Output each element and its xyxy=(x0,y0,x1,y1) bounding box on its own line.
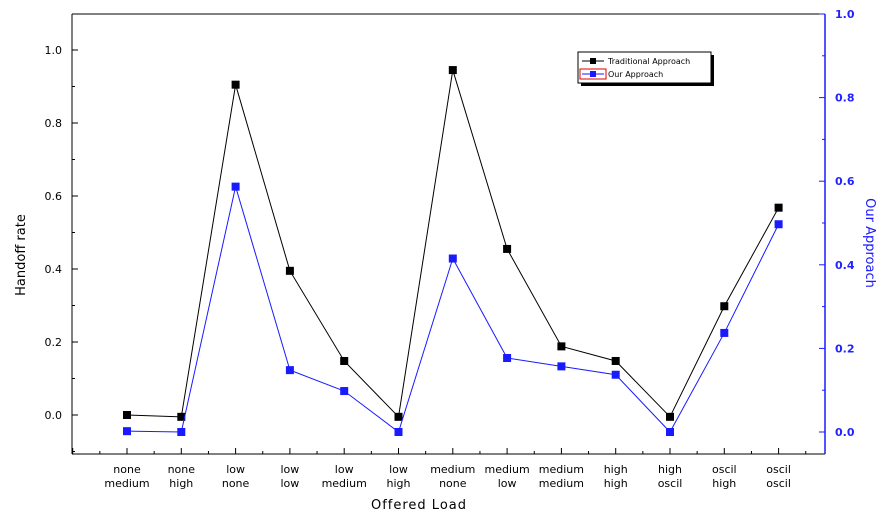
x-tick-label-line2: low xyxy=(498,477,517,490)
x-tick-label-line2: high xyxy=(604,477,628,490)
x-tick-label-line2: high xyxy=(387,477,411,490)
x-tick-label-line2: medium xyxy=(104,477,149,490)
data-point xyxy=(503,244,512,253)
data-point xyxy=(177,412,186,421)
right-tick-label: 0.4 xyxy=(835,259,855,272)
series-traditional-approach xyxy=(123,66,783,421)
x-tick-label-line2: none xyxy=(439,477,467,490)
series-layer xyxy=(123,66,783,436)
left-axis-ticks: 0.0 0.2 0.4 0.6 0.8 1.0 xyxy=(45,44,78,452)
left-tick-label: 0.4 xyxy=(45,263,63,276)
right-tick-label: 1.0 xyxy=(835,8,855,21)
x-tick-label-line1: low xyxy=(226,463,245,476)
data-point xyxy=(340,356,349,365)
x-tick-label-line2: oscil xyxy=(766,477,791,490)
right-tick-label: 0.8 xyxy=(835,92,855,105)
x-tick-label-line2: high xyxy=(712,477,736,490)
x-tick-label-line2: low xyxy=(281,477,300,490)
x-tick-label-line1: none xyxy=(113,463,141,476)
legend-label: Our Approach xyxy=(608,70,663,79)
data-point xyxy=(611,356,620,365)
x-tick-label-line2: medium xyxy=(322,477,367,490)
x-tick-label-line1: oscil xyxy=(766,463,791,476)
data-point xyxy=(394,412,403,421)
x-tick-label-line2: medium xyxy=(539,477,584,490)
x-tick-label-line2: oscil xyxy=(658,477,683,490)
right-tick-label: 0.2 xyxy=(835,342,855,355)
data-point xyxy=(448,254,457,263)
x-tick-label-line1: none xyxy=(168,463,196,476)
y-axis-title-left: Handoff rate xyxy=(14,214,29,296)
x-tick-label-line2: none xyxy=(222,477,250,490)
data-point xyxy=(285,266,294,275)
data-point xyxy=(123,411,131,419)
data-point xyxy=(666,428,674,436)
x-tick-label-line1: medium xyxy=(430,463,475,476)
x-tick-label-line1: medium xyxy=(539,463,584,476)
right-axis-ticks: 0.0 0.2 0.4 0.6 0.8 1.0 xyxy=(819,8,855,439)
data-point xyxy=(231,80,240,89)
legend-selection-outline xyxy=(579,68,607,80)
legend-box xyxy=(577,51,712,84)
data-point xyxy=(720,328,729,337)
x-tick-label-line1: high xyxy=(604,463,628,476)
axes xyxy=(71,13,826,455)
x-tick-label-line2: high xyxy=(169,477,193,490)
right-tick-label: 0.0 xyxy=(835,426,855,439)
left-tick-label: 0.0 xyxy=(45,409,63,422)
data-point xyxy=(503,354,512,363)
left-tick-label: 0.6 xyxy=(45,190,63,203)
data-point xyxy=(611,370,620,379)
data-point xyxy=(123,427,131,436)
data-point xyxy=(557,362,566,371)
left-tick-label: 0.8 xyxy=(45,117,63,130)
legend-label: Traditional Approach xyxy=(607,57,690,66)
x-axis-ticks: nonemediumnonehighlownonelowlowlowmedium… xyxy=(72,448,807,490)
data-point xyxy=(448,66,457,75)
data-point xyxy=(340,387,349,396)
legend-marker xyxy=(590,71,596,77)
x-tick-label-line1: high xyxy=(658,463,682,476)
x-axis-title: Offered Load xyxy=(371,498,467,513)
data-point xyxy=(557,342,566,351)
data-point xyxy=(774,220,783,229)
left-tick-label: 1.0 xyxy=(45,44,63,57)
series-our-approach xyxy=(123,182,783,436)
data-point xyxy=(774,203,783,212)
left-tick-label: 0.2 xyxy=(45,336,63,349)
x-tick-label-line1: low xyxy=(389,463,408,476)
data-point xyxy=(666,412,674,421)
x-tick-label-line1: low xyxy=(335,463,354,476)
y-axis-title-right: Our Approach xyxy=(862,198,877,288)
data-point xyxy=(231,182,240,191)
legend-marker xyxy=(590,58,596,64)
series-line xyxy=(126,69,780,418)
x-tick-label-line1: medium xyxy=(484,463,529,476)
legend: Traditional Approach Our Approach xyxy=(577,51,714,86)
data-point xyxy=(394,428,403,436)
x-tick-label-line1: oscil xyxy=(712,463,737,476)
data-point xyxy=(285,366,294,375)
right-tick-label: 0.6 xyxy=(835,175,855,188)
data-point xyxy=(720,302,729,311)
data-point xyxy=(177,428,186,436)
x-tick-label-line1: low xyxy=(281,463,300,476)
